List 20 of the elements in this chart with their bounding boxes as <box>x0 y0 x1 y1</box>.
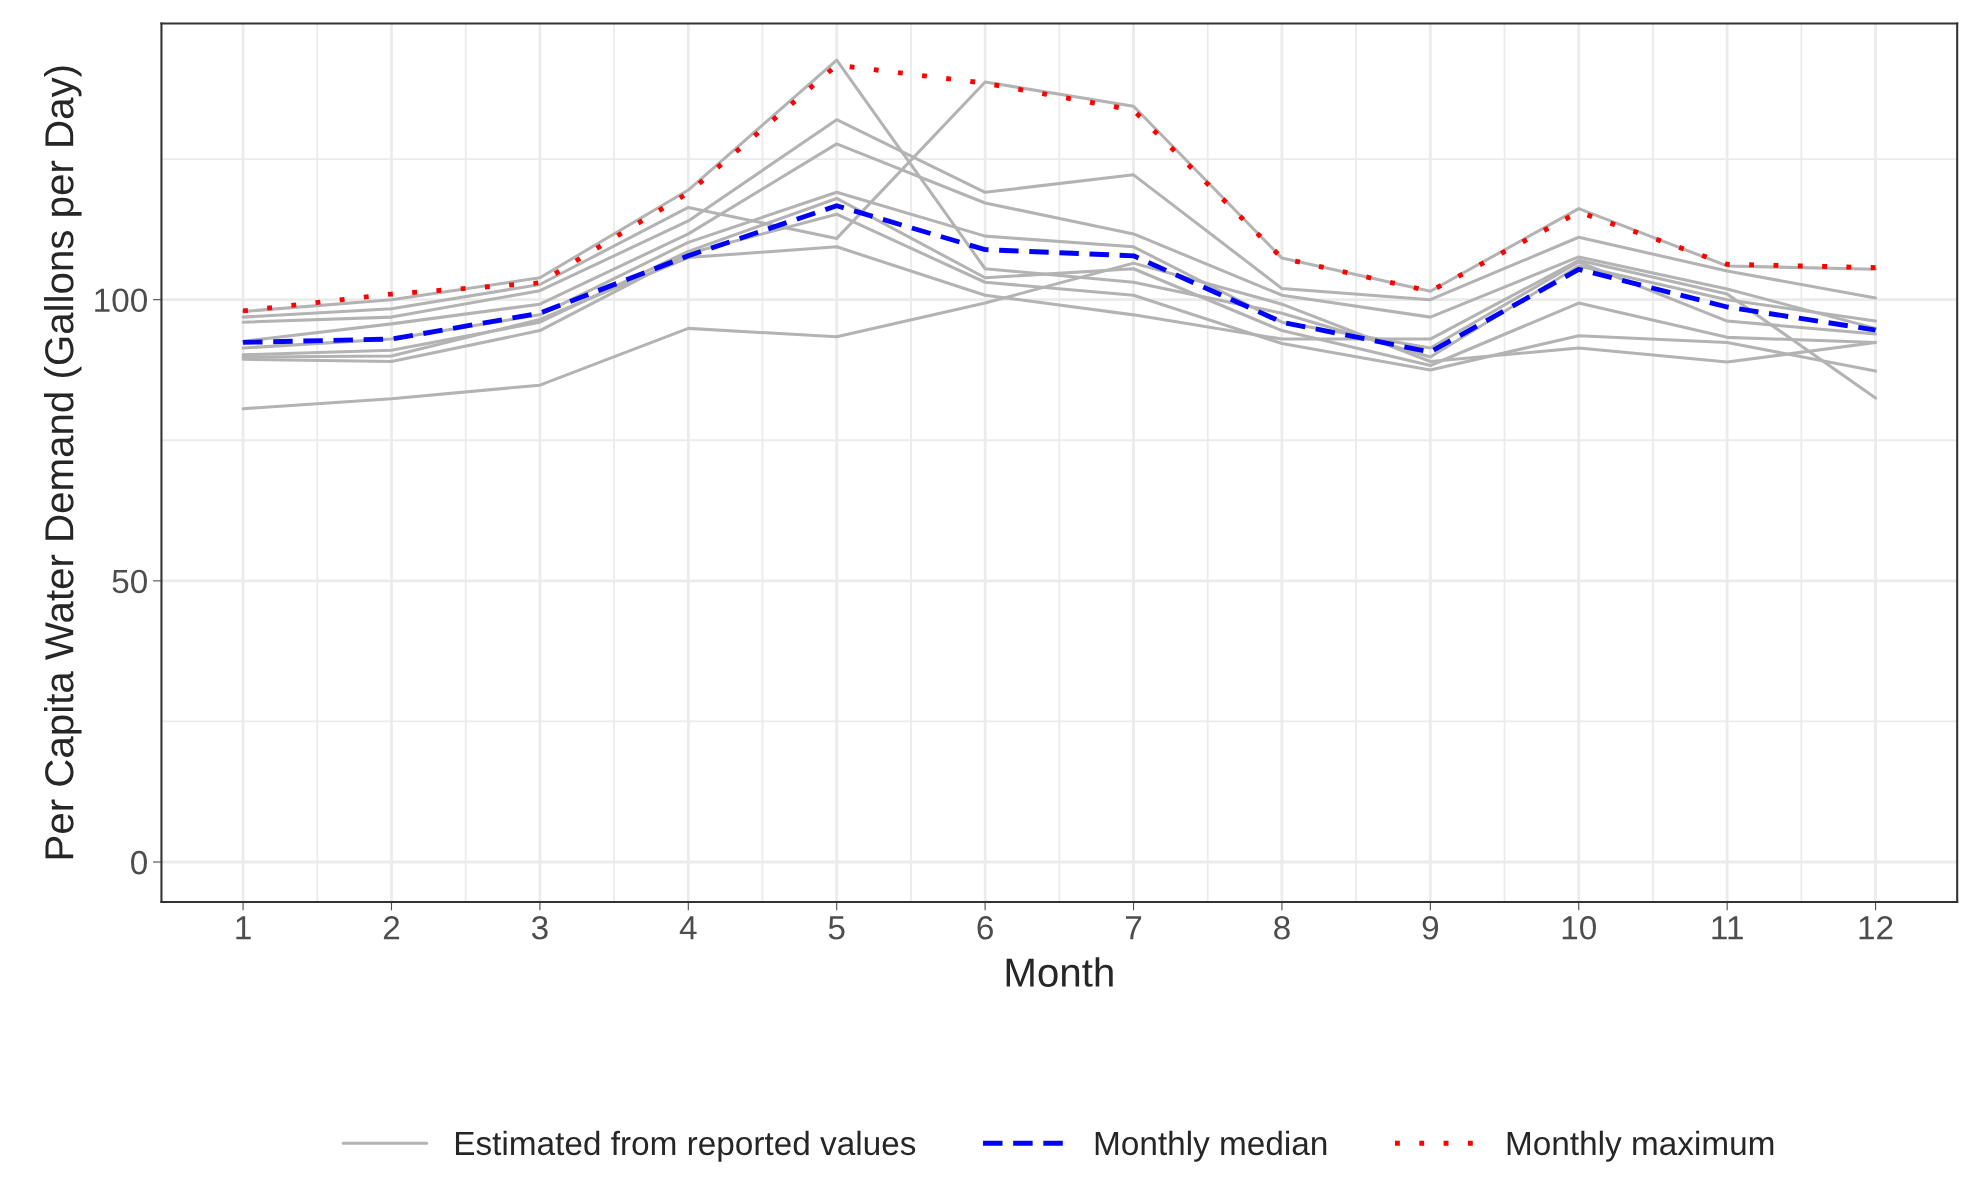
x-axis-title: Month <box>1006 957 1113 987</box>
x-tick-label: 12 <box>1859 916 1893 940</box>
y-tick-label: 100 <box>95 288 147 313</box>
x-tick-label: 2 <box>383 916 400 940</box>
x-tick-label: 6 <box>977 916 993 940</box>
y-axis-title: Per Capita Water Demand (Gallons per Day) <box>44 66 82 859</box>
x-tick-label: 11 <box>1712 916 1743 940</box>
x-tick-label: 10 <box>1562 916 1596 940</box>
x-tick-label: 5 <box>828 916 845 940</box>
x-tick-label: 8 <box>1274 916 1290 940</box>
y-tick-label: 50 <box>112 569 147 594</box>
x-tick-label: 1 <box>236 916 251 940</box>
x-tick-label: 9 <box>1422 916 1439 940</box>
x-tick-label: 4 <box>679 916 697 940</box>
legend-label: Monthly median <box>1095 1130 1327 1162</box>
x-tick-label: 7 <box>1125 916 1142 940</box>
y-tick-label: 0 <box>131 850 147 875</box>
legend-label: Monthly maximum <box>1507 1130 1774 1162</box>
legend-label: Estimated from reported values <box>455 1130 916 1162</box>
x-tick-label: 3 <box>531 916 548 940</box>
